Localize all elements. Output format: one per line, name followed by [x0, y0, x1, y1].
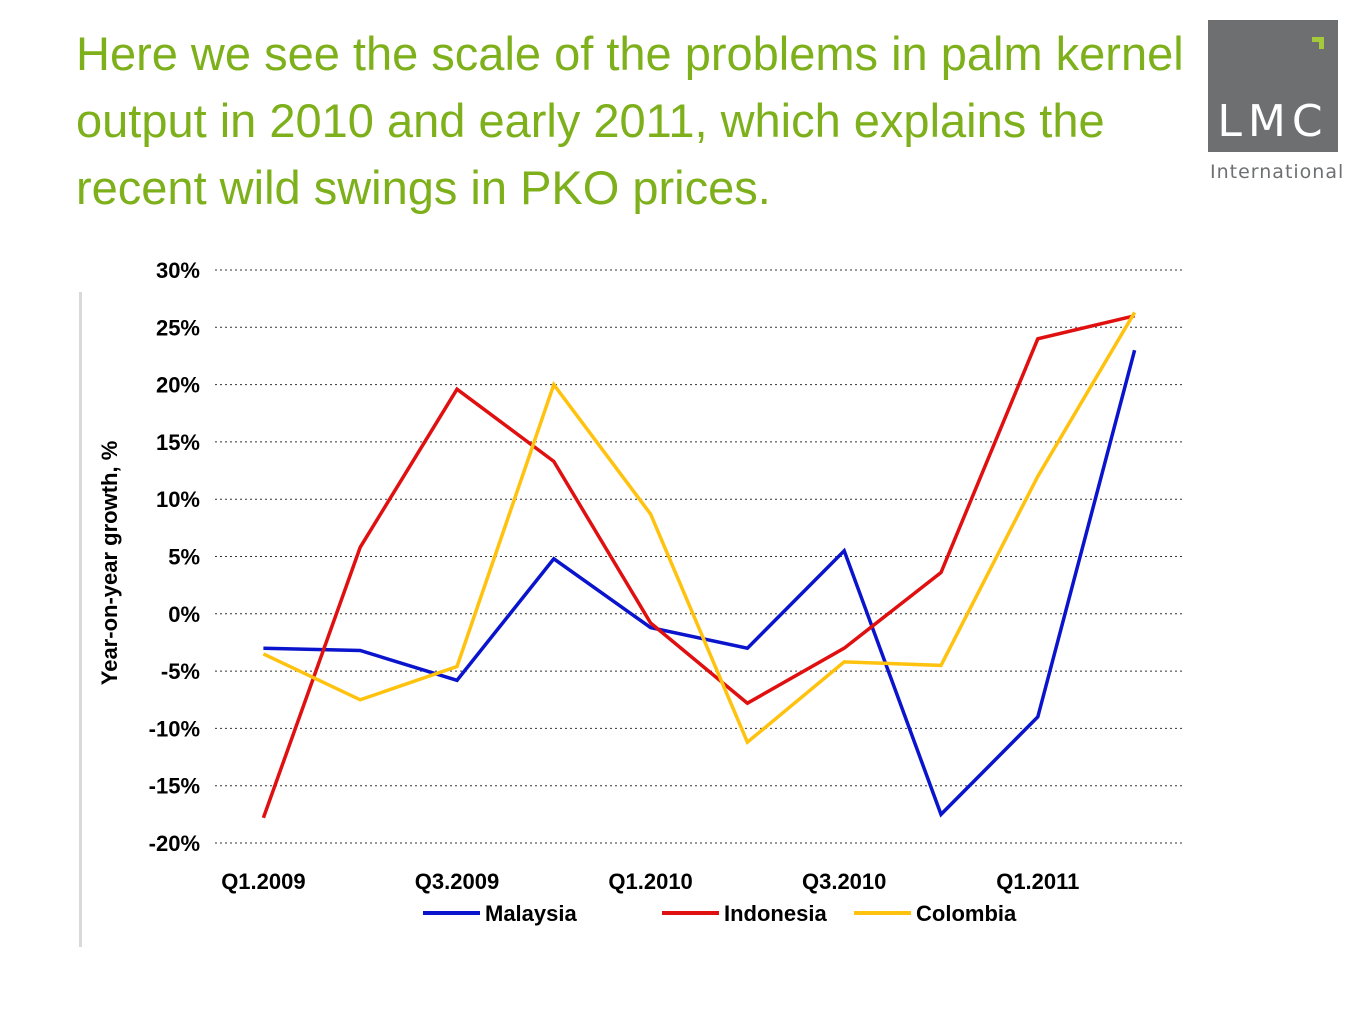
- logo-box: LMC: [1208, 20, 1338, 152]
- y-tick-label: 30%: [156, 258, 200, 283]
- y-tick-label: 0%: [168, 602, 200, 627]
- slide-divider: [79, 292, 82, 947]
- y-tick-label: -10%: [149, 716, 200, 741]
- legend-label: Malaysia: [485, 901, 577, 926]
- x-tick-label: Q1.2011: [996, 869, 1079, 894]
- y-tick-labels: 30% 25% 20% 15% 10% 5% 0% -5% -10% -15% -20%: [149, 258, 200, 856]
- y-axis-label: Year-on-year growth, %: [97, 441, 122, 686]
- x-tick-label: Q3.2009: [415, 869, 499, 894]
- x-tick-label: Q1.2010: [608, 869, 692, 894]
- legend-label: Indonesia: [724, 901, 827, 926]
- y-tick-label: 25%: [156, 315, 200, 340]
- y-tick-label: 5%: [168, 545, 200, 570]
- logo-subtext: International: [1210, 161, 1345, 183]
- y-tick-label: -20%: [149, 831, 200, 856]
- y-tick-label: -5%: [161, 659, 200, 684]
- series-line-malaysia: [263, 349, 1137, 818]
- x-tick-label: Q1.2009: [221, 869, 305, 894]
- series-line-colombia: [262, 311, 1137, 746]
- series-lines: [261, 311, 1137, 819]
- x-tick-labels: Q1.2009 Q3.2009 Q1.2010 Q3.2010 Q1.2011: [221, 869, 1079, 894]
- y-tick-label: -15%: [149, 774, 200, 799]
- logo-corner-mark-vertical: [1319, 37, 1324, 49]
- series-line-indonesia: [261, 314, 1136, 819]
- legend-label: Colombia: [916, 901, 1017, 926]
- legend: Malaysia Indonesia Colombia: [423, 901, 1017, 926]
- gridlines: [215, 269, 1183, 844]
- slide-title: Here we see the scale of the problems in…: [76, 27, 1184, 214]
- logo-wordmark: LMC: [1217, 96, 1329, 147]
- y-tick-label: 20%: [156, 373, 200, 398]
- lmc-logo: LMC International: [1208, 20, 1345, 183]
- y-tick-label: 15%: [156, 430, 200, 455]
- logo-corner-mark: [1312, 37, 1324, 42]
- x-tick-label: Q3.2010: [802, 869, 886, 894]
- y-tick-label: 10%: [156, 487, 200, 512]
